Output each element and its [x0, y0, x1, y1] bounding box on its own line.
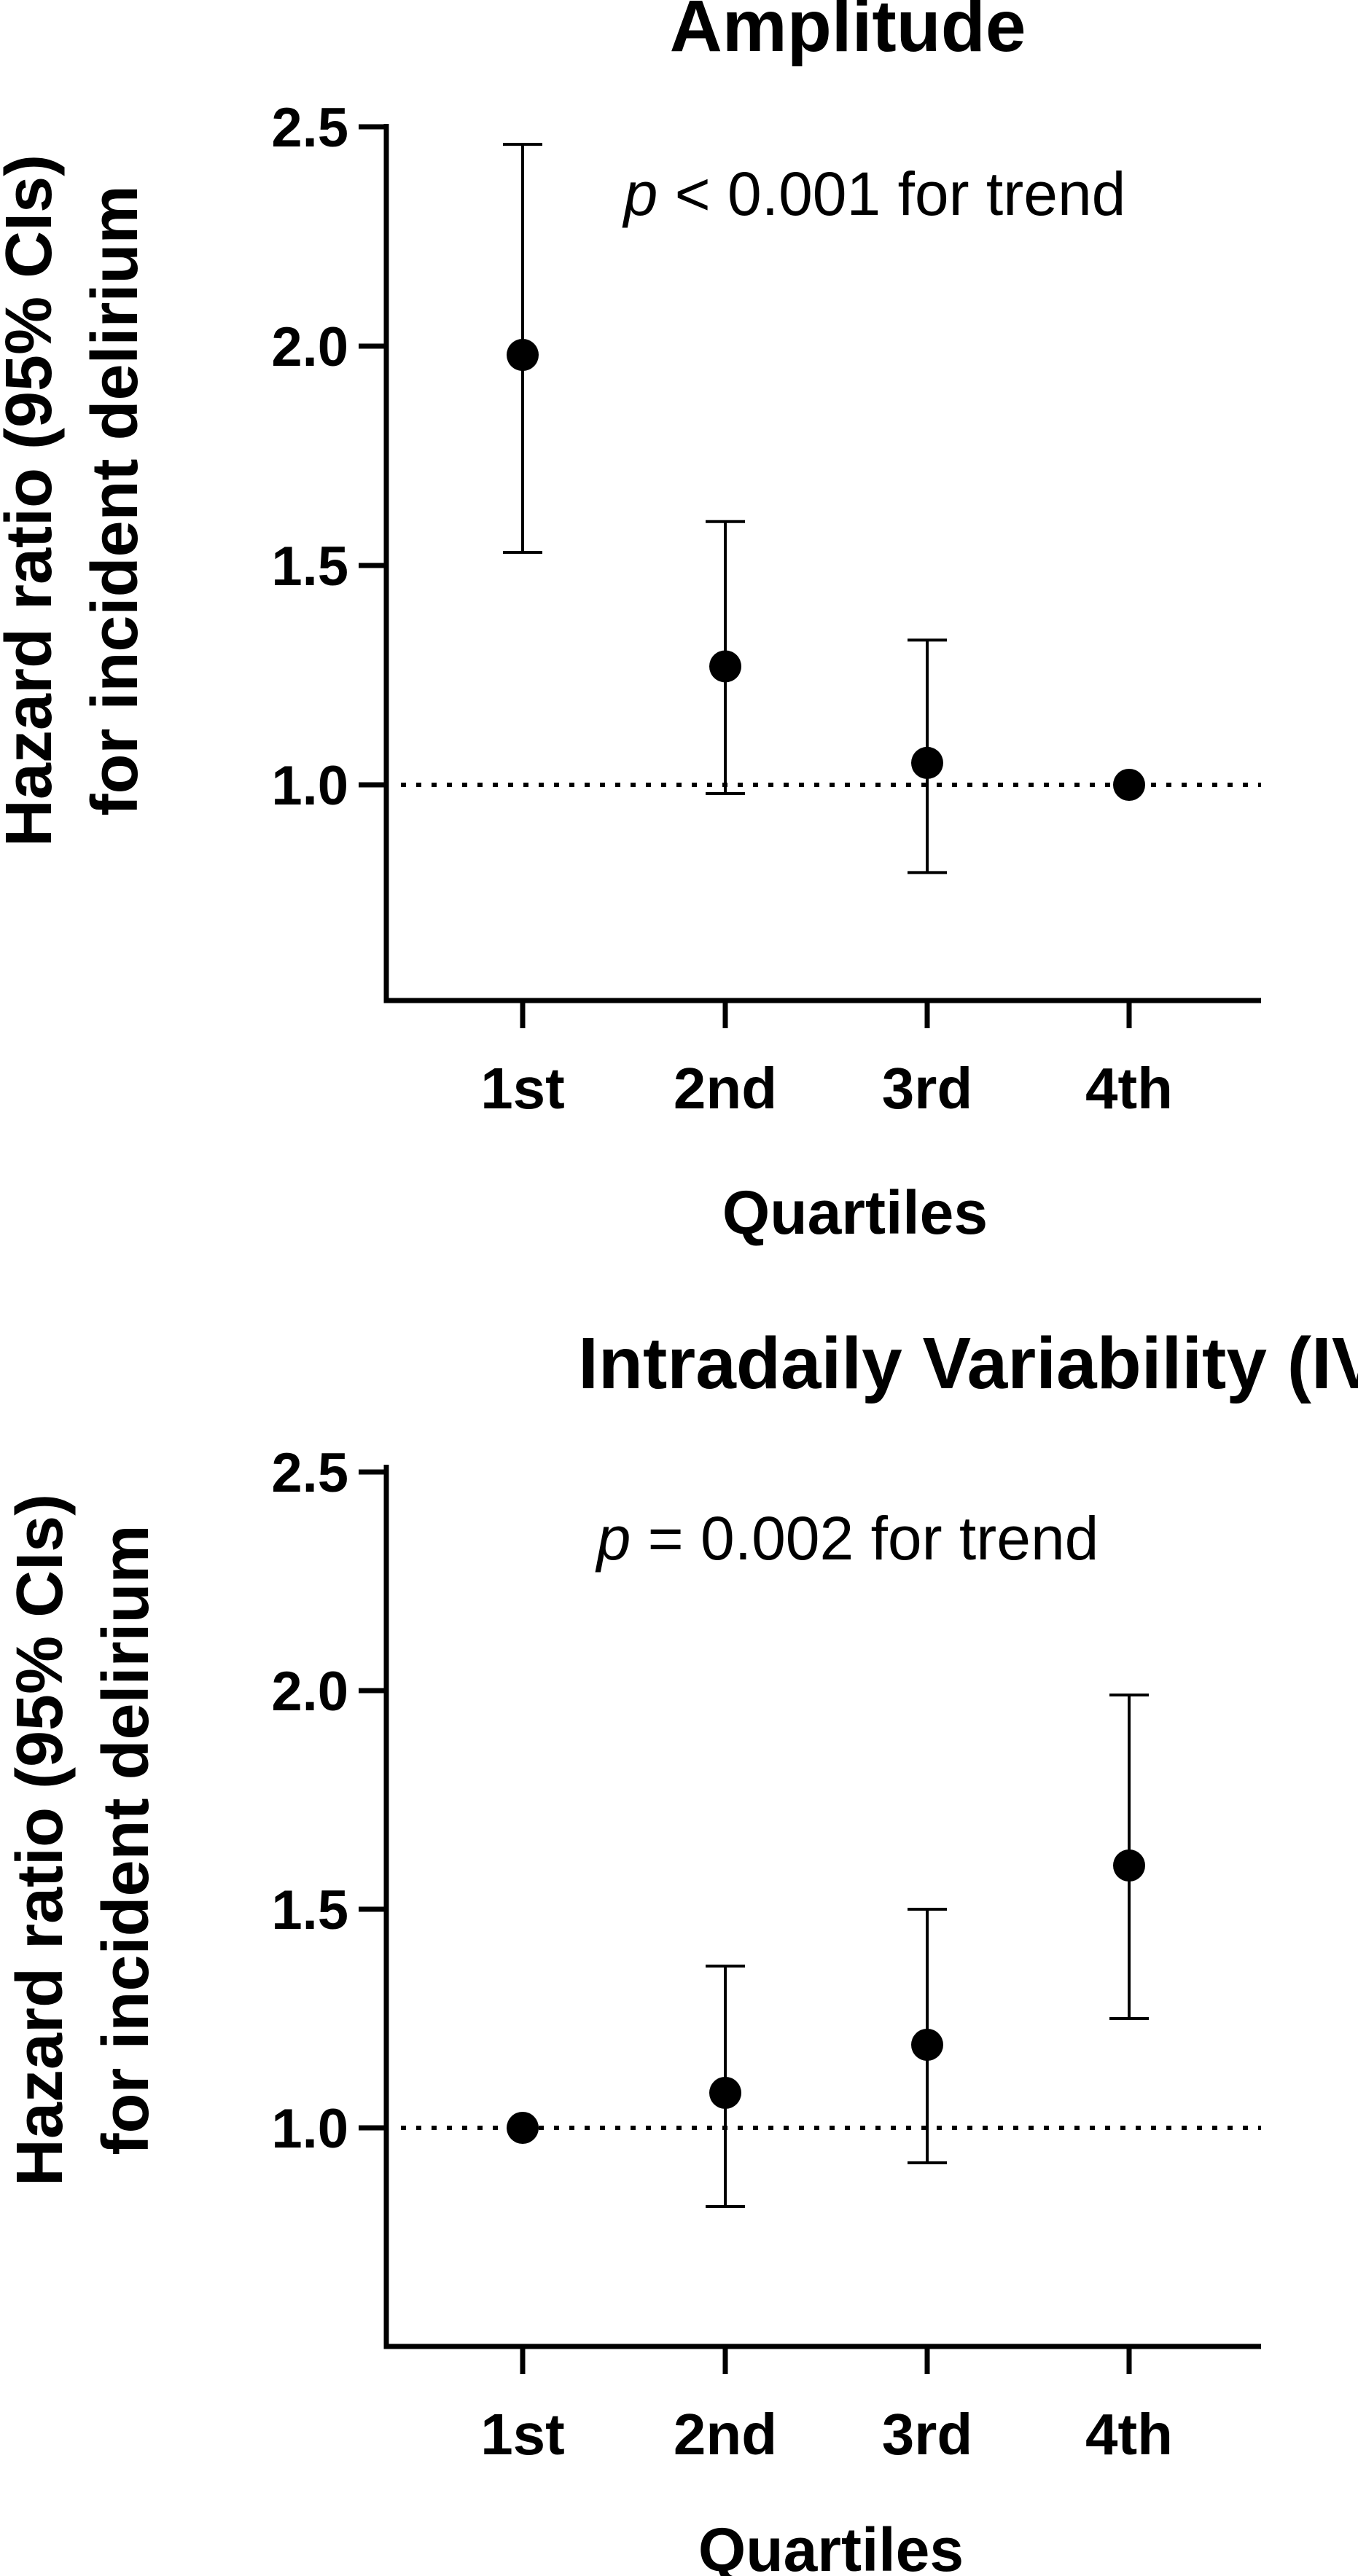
y-axis-label-line1: Hazard ratio (95% CIs) — [4, 1494, 77, 2186]
y-tick-label: 2.0 — [271, 316, 348, 378]
y-axis-label-line2: for incident delirium — [79, 185, 152, 815]
data-point — [507, 2112, 539, 2144]
x-tick-label: 3rd — [882, 1056, 973, 1121]
y-tick-label: 2.0 — [271, 1661, 348, 1723]
p-symbol: p — [595, 1504, 631, 1573]
x-tick-label: 4th — [1085, 1056, 1173, 1121]
y-axis-label: Hazard ratio (95% CIs) for incident deli… — [0, 154, 152, 847]
y-tick-label: 1.5 — [271, 1879, 348, 1941]
trend-text: < 0.001 for trend — [657, 160, 1125, 228]
x-tick-label: 3rd — [882, 2402, 973, 2467]
x-tick-label: 4th — [1085, 2402, 1173, 2467]
x-tick-label: 2nd — [674, 2402, 777, 2467]
y-tick-label: 2.5 — [271, 97, 348, 159]
data-point — [709, 2077, 741, 2109]
data-point — [709, 650, 741, 683]
data-point — [911, 746, 943, 779]
trend-annotation: p < 0.001 for trend — [622, 160, 1126, 228]
y-tick-label: 1.5 — [271, 536, 348, 598]
x-tick-label: 1st — [480, 2402, 565, 2467]
panel-amplitude: Amplitude Hazard ratio (95% CIs) for inc… — [0, 0, 1261, 1247]
panel-intradaily-variability: Intradaily Variability (IV) Hazard ratio… — [4, 1323, 1358, 2576]
chart-title: Intradaily Variability (IV) — [578, 1323, 1358, 1404]
data-point — [507, 339, 539, 372]
trend-annotation: p = 0.002 for trend — [595, 1504, 1099, 1573]
x-axis-label: Quartiles — [722, 1178, 988, 1247]
y-tick-label: 1.0 — [271, 2098, 348, 2160]
y-axis-label-line1: Hazard ratio (95% CIs) — [0, 154, 66, 847]
data-point — [911, 2029, 943, 2061]
y-tick-label: 1.0 — [271, 755, 348, 817]
data-point — [1113, 769, 1145, 801]
p-symbol: p — [622, 160, 658, 228]
y-tick-label: 2.5 — [271, 1442, 348, 1504]
x-axis-label: Quartiles — [698, 2516, 964, 2576]
x-tick-label: 1st — [480, 1056, 565, 1121]
chart-title: Amplitude — [670, 0, 1026, 67]
y-axis-label: Hazard ratio (95% CIs) for incident deli… — [4, 1494, 163, 2186]
y-axis-label-line2: for incident delirium — [90, 1524, 163, 2155]
data-point — [1113, 1849, 1145, 1882]
trend-text: = 0.002 for trend — [631, 1504, 1099, 1573]
x-tick-label: 2nd — [674, 1056, 777, 1121]
